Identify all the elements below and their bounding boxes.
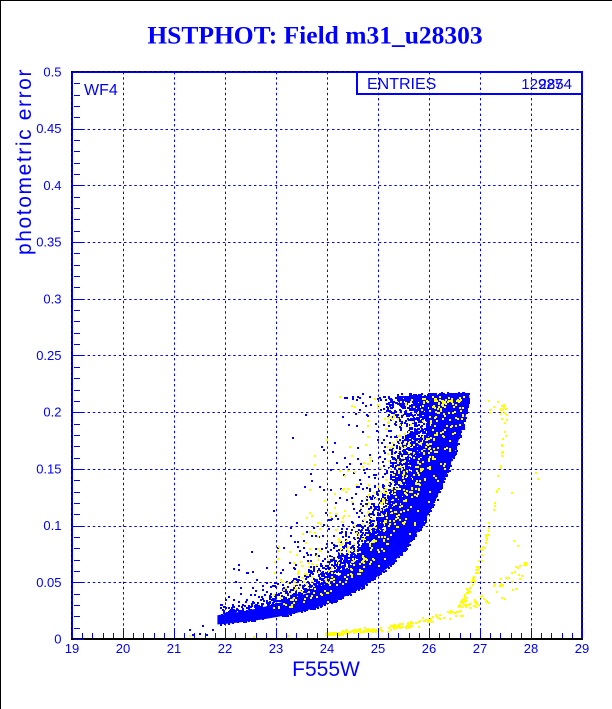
svg-text:photometric error: photometric error — [13, 68, 36, 255]
svg-text:19: 19 — [65, 641, 79, 656]
svg-text:0.2: 0.2 — [43, 405, 61, 420]
svg-text:0.15: 0.15 — [36, 461, 61, 476]
svg-text:24: 24 — [320, 641, 334, 656]
svg-text:0.4: 0.4 — [43, 178, 61, 193]
svg-text:0.45: 0.45 — [36, 121, 61, 136]
svg-text:26: 26 — [422, 641, 436, 656]
svg-text:0.05: 0.05 — [36, 575, 61, 590]
svg-text:12927: 12927 — [521, 76, 563, 93]
svg-text:0.3: 0.3 — [43, 291, 61, 306]
svg-text:25: 25 — [371, 641, 385, 656]
svg-text:0.1: 0.1 — [43, 518, 61, 533]
svg-text:ENTRIES: ENTRIES — [367, 76, 436, 93]
svg-text:HSTPHOT: Field m31_u28303: HSTPHOT: Field m31_u28303 — [147, 21, 482, 50]
svg-text:20: 20 — [116, 641, 130, 656]
svg-text:29: 29 — [575, 641, 589, 656]
svg-text:28: 28 — [524, 641, 538, 656]
svg-text:0.35: 0.35 — [36, 235, 61, 250]
svg-text:2854: 2854 — [539, 76, 572, 93]
svg-text:F555W: F555W — [292, 658, 360, 681]
svg-text:23: 23 — [269, 641, 283, 656]
svg-text:0.5: 0.5 — [43, 65, 61, 80]
svg-text:21: 21 — [167, 641, 181, 656]
svg-text:27: 27 — [473, 641, 487, 656]
svg-text:22: 22 — [218, 641, 232, 656]
svg-text:0.25: 0.25 — [36, 348, 61, 363]
svg-text:WF4: WF4 — [84, 82, 118, 99]
svg-text:0: 0 — [54, 632, 61, 647]
